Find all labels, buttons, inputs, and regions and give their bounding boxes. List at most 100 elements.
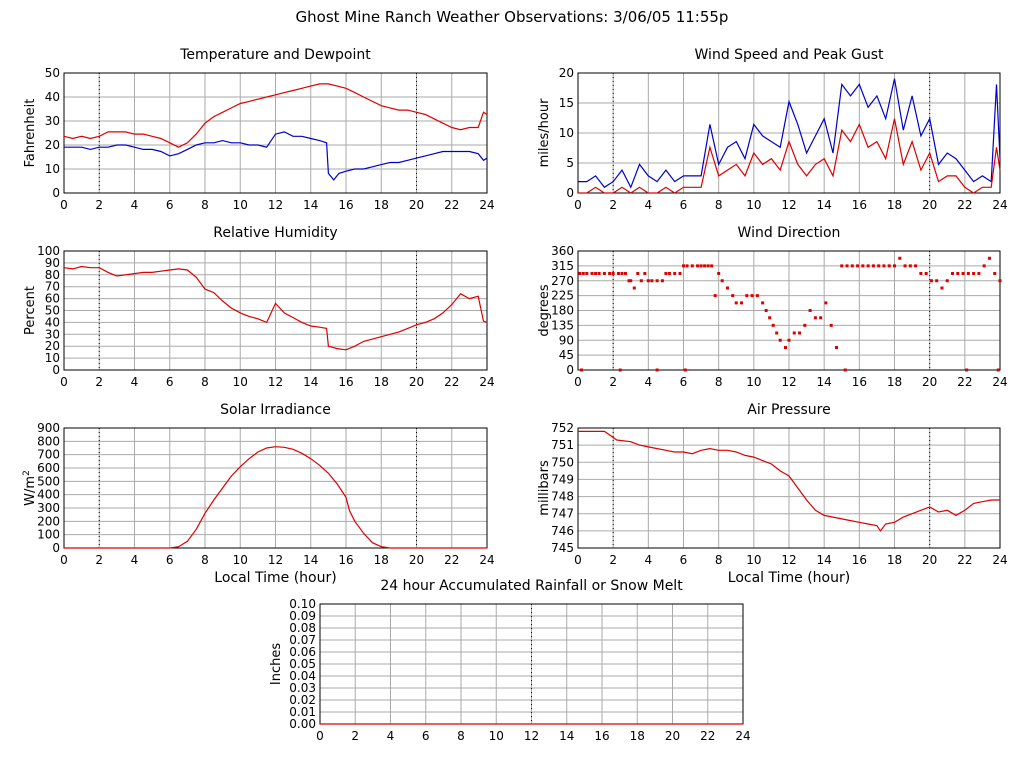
x-tick-label: 20 <box>922 198 937 212</box>
x-tick-label: 0 <box>574 375 582 389</box>
x-tick-label: 18 <box>374 375 389 389</box>
x-tick-label: 12 <box>781 553 796 567</box>
y-tick-label: 0.05 <box>289 657 316 671</box>
x-tick-label: 20 <box>409 553 424 567</box>
x-tick-label: 6 <box>680 198 688 212</box>
y-tick-label: 0 <box>52 363 60 377</box>
y-tick-label: 750 <box>551 455 574 469</box>
data-point <box>856 264 860 268</box>
x-tick-label: 8 <box>201 198 209 212</box>
y-tick-label: 70 <box>45 280 60 294</box>
plot-frame <box>577 427 1001 549</box>
x-tick-label: 22 <box>700 729 715 743</box>
x-tick-label: 6 <box>166 375 174 389</box>
y-tick-label: 0.10 <box>289 597 316 611</box>
x-tick-label: 14 <box>817 198 832 212</box>
data-point <box>871 264 875 268</box>
x-tick-label: 20 <box>922 375 937 389</box>
data-point <box>713 294 717 298</box>
y-tick-label: 0.00 <box>289 717 316 731</box>
y-tick-label: 0.06 <box>289 645 316 659</box>
chart-title: Temperature and Dewpoint <box>179 47 371 63</box>
x-tick-label: 2 <box>351 729 359 743</box>
data-point <box>829 323 833 327</box>
y-tick-label: 10 <box>45 351 60 365</box>
series-line-2 <box>64 131 488 181</box>
data-point <box>893 264 896 268</box>
plot-frame <box>63 72 488 194</box>
x-tick-label: 24 <box>992 553 1007 567</box>
chart-title: Solar Irradiance <box>220 402 331 418</box>
data-point <box>761 301 765 305</box>
x-tick-label: 16 <box>338 375 353 389</box>
y-tick-label: 400 <box>37 488 60 502</box>
y-tick-label: 0 <box>566 363 574 377</box>
data-point <box>819 316 823 320</box>
data-point <box>578 271 582 275</box>
data-point <box>750 294 754 298</box>
y-tick-label: 0.03 <box>289 681 316 695</box>
x-tick-label: 10 <box>233 553 248 567</box>
data-point <box>914 264 918 268</box>
y-tick-label: 90 <box>559 333 574 347</box>
y-tick-label: 5 <box>566 156 574 170</box>
x-tick-label: 4 <box>131 375 139 389</box>
data-point <box>919 271 923 275</box>
x-tick-label: 0 <box>60 198 68 212</box>
x-tick-label: 24 <box>479 198 494 212</box>
x-tick-label: 18 <box>887 553 902 567</box>
data-point <box>877 264 881 268</box>
x-tick-label: 16 <box>852 553 867 567</box>
y-tick-label: 745 <box>551 541 574 555</box>
data-point <box>961 271 965 275</box>
y-tick-label: 180 <box>551 304 574 318</box>
data-point <box>650 279 654 283</box>
data-point <box>908 264 912 268</box>
data-point <box>673 271 677 275</box>
y-tick-label: 100 <box>37 244 60 258</box>
data-point <box>903 264 907 268</box>
y-tick-label: 900 <box>37 421 60 435</box>
x-tick-label: 24 <box>735 729 750 743</box>
x-tick-label: 4 <box>645 553 653 567</box>
x-tick-label: 14 <box>303 375 318 389</box>
x-tick-label: 22 <box>957 375 972 389</box>
x-tick-label: 14 <box>303 198 318 212</box>
x-tick-label: 22 <box>444 198 459 212</box>
x-tick-label: 12 <box>781 198 796 212</box>
y-tick-label: 10 <box>559 126 574 140</box>
y-tick-label: 0.04 <box>289 669 316 683</box>
data-point <box>951 271 955 275</box>
x-tick-label: 6 <box>680 375 688 389</box>
data-point <box>636 271 640 275</box>
y-tick-label: 200 <box>37 514 60 528</box>
data-point <box>956 271 960 275</box>
chart-rainfall: 24 hour Accumulated Rainfall or Snow Mel… <box>269 578 751 743</box>
data-point <box>685 264 689 268</box>
x-tick-label: 2 <box>95 198 103 212</box>
y-tick-label: 50 <box>45 66 60 80</box>
x-tick-label: 12 <box>524 729 539 743</box>
x-tick-label: 8 <box>715 198 723 212</box>
y-tick-label: 0.02 <box>289 693 316 707</box>
x-tick-label: 12 <box>268 198 283 212</box>
x-tick-label: 2 <box>95 375 103 389</box>
x-tick-label: 10 <box>746 375 761 389</box>
data-point <box>768 316 772 320</box>
data-point <box>764 309 768 312</box>
x-tick-label: 18 <box>374 553 389 567</box>
data-point <box>590 271 594 275</box>
data-point <box>740 301 744 305</box>
y-tick-label: 40 <box>45 315 60 329</box>
y-tick-label: 0 <box>52 541 60 555</box>
x-tick-label: 18 <box>887 375 902 389</box>
series-line-1 <box>63 83 488 148</box>
data-point <box>898 256 902 260</box>
data-point <box>618 368 622 372</box>
data-point <box>834 346 838 350</box>
data-point <box>696 264 700 268</box>
y-tick-label: 45 <box>559 348 574 362</box>
